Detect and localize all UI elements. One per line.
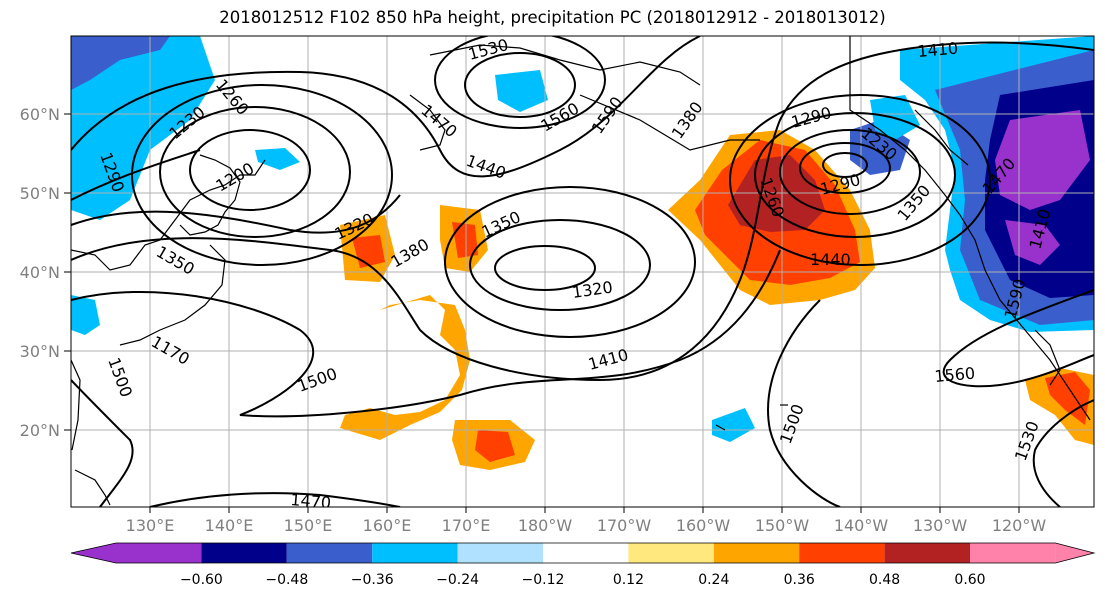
- lon-label: 150°E: [284, 516, 333, 535]
- contour-label: 1560: [934, 364, 976, 386]
- colorbar-tick: −0.12: [522, 572, 565, 588]
- longitude-axis: 130°E 140°E 150°E 160°E 170°E 180°W 170°…: [126, 507, 1047, 535]
- lat-label: 20°N: [20, 421, 60, 440]
- lon-label: 150°W: [755, 516, 810, 535]
- colorbar-segment: [116, 543, 202, 563]
- colorbar-segment: [628, 543, 714, 563]
- colorbar-segment: [457, 543, 543, 563]
- lat-label: 40°N: [20, 263, 60, 282]
- colorbar-tick: −0.24: [436, 572, 479, 588]
- lon-label: 130°E: [126, 516, 175, 535]
- colorbar: −0.60 −0.48 −0.36 −0.24 −0.12 0.12 0.24 …: [70, 542, 1096, 588]
- contour-label: 1410: [917, 39, 959, 61]
- colorbar-tick: 0.24: [698, 572, 729, 588]
- colorbar-tick: 0.12: [613, 572, 644, 588]
- lon-label: 160°W: [676, 516, 731, 535]
- colorbar-tick: −0.60: [180, 572, 223, 588]
- colorbar-tick: −0.48: [265, 572, 308, 588]
- lon-label: 160°E: [363, 516, 412, 535]
- chart-title: 2018012512 F102 850 hPa height, precipit…: [219, 8, 886, 27]
- lon-label: 170°W: [597, 516, 652, 535]
- colorbar-outline: [70, 542, 1096, 564]
- colorbar-segment: [372, 543, 458, 563]
- lat-label: 60°N: [20, 105, 60, 124]
- lon-label: 170°E: [442, 516, 491, 535]
- lat-label: 30°N: [20, 342, 60, 361]
- lon-label: 120°W: [992, 516, 1047, 535]
- colorbar-segment: [799, 543, 885, 563]
- latitude-axis: 60°N 50°N 40°N 30°N 20°N: [20, 105, 71, 440]
- colorbar-extend-low: [71, 543, 116, 563]
- lon-label: 140°E: [205, 516, 254, 535]
- colorbar-segment: [884, 543, 970, 563]
- colorbar-tick: 0.48: [869, 572, 900, 588]
- lon-label: 130°W: [913, 516, 968, 535]
- contour-label: 1470: [290, 490, 332, 512]
- colorbar-extend-high: [1055, 543, 1094, 563]
- colorbar-segment: [543, 543, 629, 563]
- colorbar-segment: [286, 543, 373, 563]
- colorbar-tick: 0.60: [954, 572, 985, 588]
- colorbar-tick: 0.36: [784, 572, 815, 588]
- colorbar-segment: [970, 543, 1056, 563]
- colorbar-segment: [201, 543, 287, 563]
- lat-label: 50°N: [20, 184, 60, 203]
- contour-label: 1440: [810, 250, 851, 269]
- colorbar-tick: −0.36: [351, 572, 394, 588]
- lon-label: 180°W: [518, 516, 573, 535]
- lon-label: 140°W: [834, 516, 889, 535]
- height-contours: [71, 36, 1094, 507]
- colorbar-segment: [713, 543, 800, 563]
